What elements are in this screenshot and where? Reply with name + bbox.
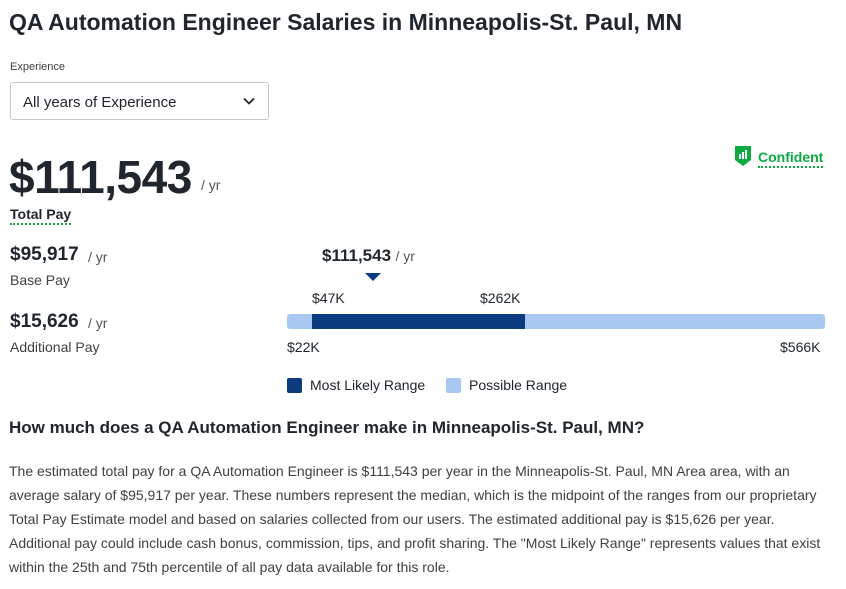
possible-range-max: $566K [780,339,821,355]
legend-likely-label: Most Likely Range [310,377,426,393]
median-value: $111,543 [322,246,392,265]
section-body: The estimated total pay for a QA Automat… [9,463,821,575]
additional-pay-value: $15,626 [10,311,79,332]
section-heading: How much does a QA Automation Engineer m… [9,418,645,437]
additional-pay-unit: / yr [88,315,108,331]
likely-range-low: $47K [312,290,345,306]
base-pay-value: $95,917 [10,244,79,265]
experience-dropdown[interactable]: All years of Experience [10,82,269,120]
experience-label: Experience [10,61,66,73]
additional-pay-label: Additional Pay [10,339,100,355]
confidence-shield-icon [734,145,752,172]
legend-likely: Most Likely Range [287,377,425,393]
base-pay-label: Base Pay [10,272,70,288]
base-pay-unit: / yr [88,249,108,265]
median-marker-icon [365,273,381,281]
legend-possible-swatch [446,377,461,393]
legend-possible: Possible Range [446,377,567,393]
confidence-badge[interactable]: Confident [734,145,824,172]
legend-likely-swatch [287,377,302,393]
total-pay-value: $111,543 [9,151,192,203]
likely-range-high: $262K [480,290,521,306]
total-pay-label[interactable]: Total Pay [10,206,72,225]
legend-possible-label: Possible Range [469,377,568,393]
chevron-down-icon [242,94,256,113]
possible-range-min: $22K [287,339,320,355]
total-pay-unit: / yr [201,177,221,193]
page-title: QA Automation Engineer Salaries in Minne… [9,9,683,35]
likely-range-bar [312,314,525,329]
median-marker-label: $111,543 / yr [322,246,415,266]
median-unit: / yr [395,248,415,264]
confidence-label: Confident [758,149,824,168]
experience-selected-value: All years of Experience [23,94,177,111]
